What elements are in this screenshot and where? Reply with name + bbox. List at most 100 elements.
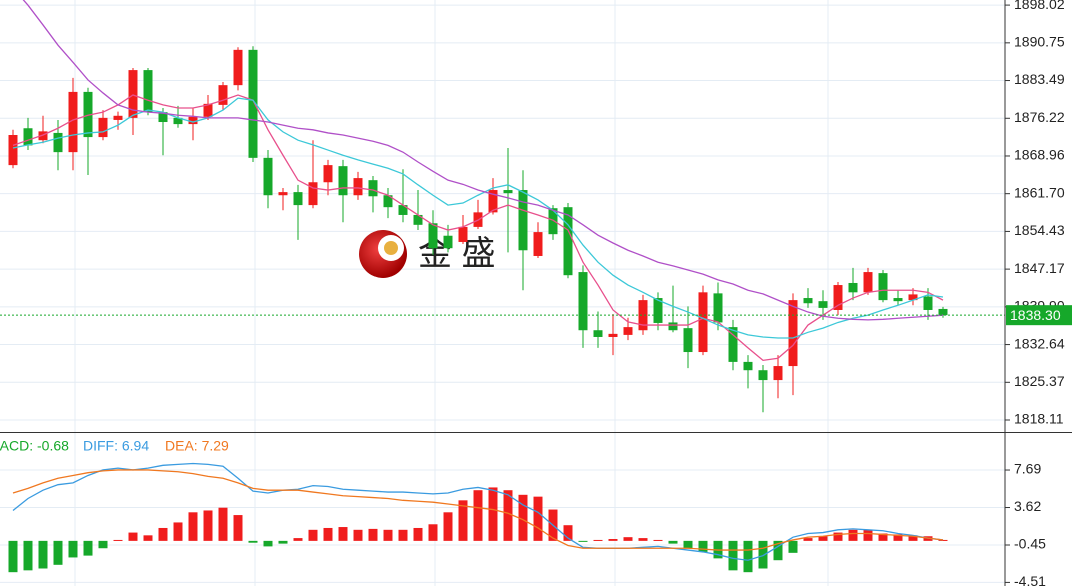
macd-bar <box>143 535 153 541</box>
indicator-label: DEA: 7.29 <box>165 438 229 454</box>
macd-bar <box>878 533 888 541</box>
y-tick-label: 1854.43 <box>1014 222 1065 238</box>
candle-body <box>98 117 108 138</box>
candle-body <box>518 190 528 251</box>
y-tick-label: 1818.11 <box>1014 411 1064 427</box>
macd-bar <box>368 528 378 541</box>
candle-body <box>173 117 183 125</box>
candle-body <box>128 70 138 118</box>
macd-bar <box>173 522 183 541</box>
moving-average <box>22 0 944 321</box>
macd-bar <box>863 529 873 541</box>
macd-bar <box>668 540 678 544</box>
candle-body <box>593 330 603 337</box>
candle-body <box>728 327 738 362</box>
price-plot <box>0 0 1005 413</box>
candle-body <box>293 192 303 206</box>
candle-body <box>263 157 273 196</box>
macd-bar <box>623 537 633 541</box>
candle-body <box>758 370 768 381</box>
macd-bar <box>908 535 918 541</box>
candle-body <box>788 300 798 367</box>
indicator-label: DIFF: 6.94 <box>83 438 149 454</box>
candle-body <box>488 190 498 213</box>
macd-bar <box>428 524 438 541</box>
macd-bar <box>938 539 948 541</box>
macd-bar <box>83 540 93 556</box>
macd-bar <box>458 500 468 541</box>
macd-bar <box>818 536 828 541</box>
candle-body <box>218 85 228 105</box>
y-tick-label: 1861.70 <box>1014 184 1065 200</box>
macd-bar <box>758 540 768 569</box>
candle-body <box>323 165 333 183</box>
macd-bar <box>38 540 48 569</box>
candle-body <box>308 182 318 206</box>
macd-bar <box>563 525 573 541</box>
candle-body <box>23 128 33 146</box>
y-tick-label: 1883.49 <box>1014 71 1065 87</box>
candle-body <box>368 180 378 197</box>
candle-body <box>893 298 903 302</box>
y-tick-label: 3.62 <box>1014 498 1041 514</box>
candle-body <box>938 308 948 316</box>
macd-bar <box>278 540 288 544</box>
macd-bar <box>218 507 228 541</box>
macd-bar <box>473 490 483 541</box>
macd-bar <box>503 490 513 541</box>
candle-body <box>608 333 618 337</box>
current-price-label: 1838.30 <box>1010 307 1061 323</box>
moving-average <box>12 94 944 362</box>
candle-body <box>803 298 813 304</box>
y-tick-label: -0.45 <box>1014 536 1046 552</box>
y-tick-label: 1898.02 <box>1014 0 1065 12</box>
macd-bar <box>638 538 648 541</box>
candle-body <box>638 300 648 331</box>
macd-bar <box>608 539 618 541</box>
candle-body <box>383 195 393 208</box>
candle-body <box>353 178 363 196</box>
candle-body <box>653 298 663 323</box>
macd-bar <box>773 540 783 561</box>
candle-body <box>713 293 723 323</box>
candle-body <box>698 292 708 353</box>
candle-body <box>773 366 783 381</box>
macd-bar <box>293 538 303 541</box>
macd-bar <box>113 539 123 541</box>
macd-plot <box>8 462 948 573</box>
candle-body <box>818 301 828 308</box>
macd-bar <box>248 540 258 543</box>
vertical-grid <box>74 0 829 586</box>
macd-bar <box>98 540 108 549</box>
candle-body <box>428 223 438 249</box>
candle-body <box>143 70 153 113</box>
candle-body <box>83 91 93 138</box>
macd-bar <box>653 539 663 541</box>
candle-body <box>563 207 573 276</box>
macd-bar <box>593 539 603 541</box>
macd-line <box>12 469 944 551</box>
macd-bar <box>158 527 168 541</box>
macd-line <box>12 462 944 561</box>
candle-body <box>248 49 258 158</box>
macd-bar <box>578 540 588 542</box>
y-tick-label: 1832.64 <box>1014 335 1065 351</box>
candle-body <box>548 208 558 235</box>
macd-bar <box>323 527 333 541</box>
candle-body <box>668 322 678 331</box>
macd-bar <box>233 515 243 541</box>
candle-body <box>158 112 168 123</box>
macd-bar <box>743 540 753 573</box>
candle-body <box>743 361 753 371</box>
macd-bar <box>128 532 138 541</box>
macd-bar <box>8 540 18 573</box>
macd-bar <box>803 538 813 541</box>
candle-body <box>533 232 543 256</box>
y-tick-label: 1868.96 <box>1014 147 1065 163</box>
candle-body <box>8 135 18 166</box>
macd-bar <box>23 540 33 571</box>
candle-body <box>458 226 468 242</box>
macd-bar <box>833 532 843 541</box>
